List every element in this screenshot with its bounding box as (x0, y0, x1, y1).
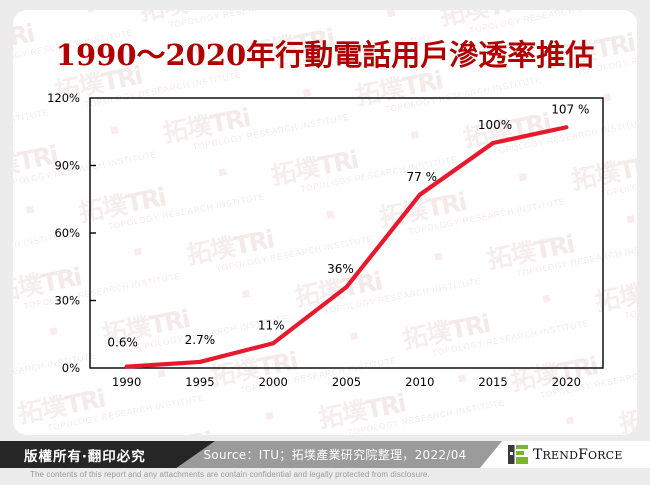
footer-copyright-band: 版權所有‧翻印必究 (0, 441, 215, 468)
brand-name: TRENDFORCE (533, 447, 623, 463)
brand-rend: REND (542, 448, 579, 462)
disclaimer-text: The contents of this report and any atta… (30, 470, 430, 479)
footer-source: Source：ITU；拓墣產業研究院整理，2022/04 (0, 441, 650, 468)
y-axis-tick-label: 120% (47, 91, 80, 105)
data-point-label: 2.7% (185, 333, 216, 347)
plot-area-border (89, 97, 604, 369)
data-labels: 0.6% 2.7% 11% 36% 77 % 100% 107 % (107, 102, 589, 349)
x-axis-tick-label: 2020 (552, 375, 581, 389)
brand-logo: TRENDFORCE (480, 441, 650, 468)
page-title: 1990～2020年行動電話用戶滲透率推估 (55, 38, 595, 72)
brand-orce: ORCE (588, 448, 623, 462)
data-point-label: 0.6% (107, 336, 138, 350)
x-axis-tick-label: 2005 (332, 375, 361, 389)
y-axis-labels: 0% 30% 60% 90% 120% (47, 91, 80, 375)
line-chart: 0% 30% 60% 90% 120% 1990 1995 2000 2005 2010 2015… (13, 10, 637, 435)
data-point-label: 11% (258, 318, 285, 332)
source-label: Source：ITU；拓墣產業研究院整理，2022/04 (203, 448, 467, 462)
trendforce-mark-icon (508, 445, 528, 464)
x-axis-tick-label: 1995 (185, 375, 214, 389)
x-axis-tick-label: 2000 (259, 375, 288, 389)
y-axis-tick-label: 90% (54, 159, 80, 173)
x-axis-tick-label: 2015 (478, 375, 507, 389)
x-axis-tick-label: 1990 (112, 375, 141, 389)
x-axis-tick-label: 2010 (405, 375, 434, 389)
brand-t: T (533, 446, 543, 463)
y-axis-tick-label: 30% (54, 294, 80, 308)
series-line-mobile-penetration (124, 125, 569, 369)
data-point-label: 77 % (407, 170, 438, 184)
chart-svg: 0% 30% 60% 90% 120% 1990 1995 2000 2005 2010 2015… (47, 91, 604, 389)
footer-bar: Source：ITU；拓墣產業研究院整理，2022/04 版權所有‧翻印必究 T… (0, 441, 650, 468)
brand-f: F (578, 446, 589, 463)
y-axis-tick-label: 60% (54, 226, 80, 240)
data-point-label: 107 % (551, 102, 589, 116)
y-axis-tick-label: 0% (62, 361, 80, 375)
y-axis-ticks (90, 164, 96, 302)
copyright-label: 版權所有‧翻印必究 (24, 448, 146, 465)
data-point-label: 100% (478, 118, 512, 132)
data-point-label: 36% (327, 262, 354, 276)
x-axis-labels: 1990 1995 2000 2005 2010 2015 2020 (112, 375, 581, 389)
